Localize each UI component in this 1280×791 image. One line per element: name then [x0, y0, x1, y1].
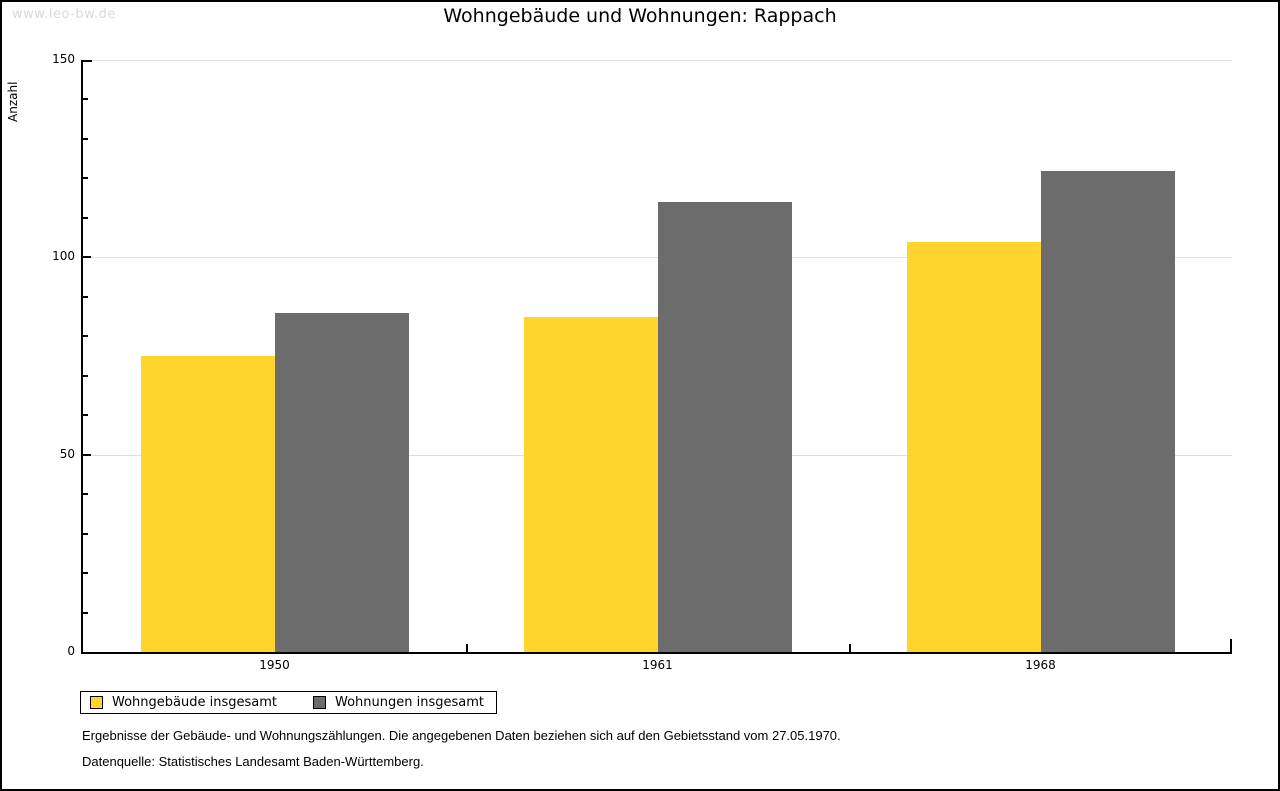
y-tick-110 — [83, 216, 88, 219]
y-tick-label-0: 0 — [67, 644, 75, 658]
x-category-label-1950: 1950 — [259, 658, 290, 672]
gridline-150 — [83, 60, 1232, 61]
y-tick-140 — [83, 98, 88, 101]
bar-wohngebaeude-1968 — [906, 241, 1041, 652]
chart-title: Wohngebäude und Wohnungen: Rappach — [443, 5, 837, 27]
legend-item-wohngebaeude: Wohngebäude insgesamt — [90, 695, 277, 710]
y-axis-endcap — [83, 60, 92, 62]
y-tick-80 — [83, 335, 88, 338]
x-category-label-1961: 1961 — [642, 658, 673, 672]
legend-item-wohnungen: Wohnungen insgesamt — [313, 695, 484, 710]
y-axis-label: Anzahl — [6, 81, 20, 122]
footnote-line1: Ergebnisse der Gebäude- und Wohnungszähl… — [82, 728, 841, 743]
legend: Wohngebäude insgesamt Wohnungen insgesam… — [80, 691, 497, 714]
y-tick-90 — [83, 295, 88, 298]
y-tick-130 — [83, 137, 88, 140]
x-category-label-1968: 1968 — [1025, 658, 1056, 672]
bar-wohngebaeude-1961 — [523, 316, 658, 652]
y-tick-20 — [83, 572, 88, 575]
y-tick-100 — [83, 256, 91, 259]
bar-wohnungen-1950 — [274, 312, 409, 652]
y-tick-10 — [83, 611, 88, 614]
x-boundary-tick-1 — [466, 644, 468, 652]
x-boundary-tick-2 — [849, 644, 851, 652]
plot-area: 0 50 100 150 1950 1961 1968 — [52, 52, 1232, 672]
y-tick-40 — [83, 493, 88, 496]
bar-wohnungen-1968 — [1040, 170, 1175, 652]
footnote-line2: Datenquelle: Statistisches Landesamt Bad… — [82, 754, 424, 769]
y-tick-120 — [83, 177, 88, 180]
y-tick-70 — [83, 374, 88, 377]
y-tick-label-100: 100 — [52, 249, 75, 264]
y-tick-50 — [83, 453, 91, 456]
legend-label-wohnungen: Wohnungen insgesamt — [335, 695, 484, 710]
x-axis-endcap — [1230, 639, 1232, 652]
watermark: www.leo-bw.de — [12, 7, 116, 22]
y-tick-30 — [83, 532, 88, 535]
y-tick-label-150: 150 — [52, 52, 75, 66]
legend-swatch-wohngebaeude — [90, 696, 103, 709]
legend-label-wohngebaeude: Wohngebäude insgesamt — [112, 695, 277, 710]
y-tick-label-50: 50 — [59, 446, 75, 461]
y-tick-60 — [83, 414, 88, 417]
bar-wohnungen-1961 — [657, 202, 792, 652]
legend-swatch-wohnungen — [313, 696, 326, 709]
bar-wohngebaeude-1950 — [140, 356, 275, 652]
